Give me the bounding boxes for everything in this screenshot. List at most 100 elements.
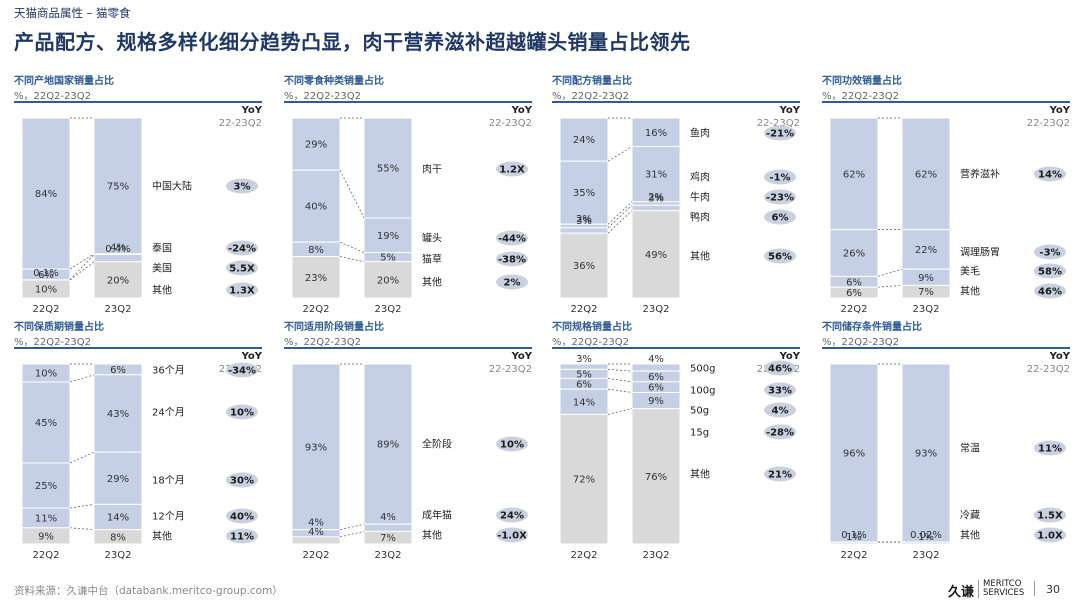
segment-value-label: 9% [918,273,934,284]
segment-value-label: 14% [573,397,595,408]
category-label: 冷藏 [960,509,980,522]
segment-value-label: 6% [648,372,664,383]
yoy-value: -38% [498,255,526,266]
connector-line [877,268,903,277]
yoy-badge [1034,166,1066,182]
category-label: 其他 [152,530,172,543]
connector-line [339,531,365,538]
segment-value-label: 72% [573,475,595,486]
logo-line-2: SERVICES [983,588,1025,598]
bar-segment [363,523,413,532]
segment-value-label: 43% [107,409,129,420]
segment-value-label: 3% [576,216,592,227]
yoy-badge [226,282,258,298]
segment-value-label: 93% [915,449,937,460]
category-label: 成年猫 [422,509,452,522]
segment-value-label: 4% [648,354,664,365]
title-rule [14,347,262,349]
title-rule [14,101,262,103]
chart-subtitle: %，22Q2-23Q2 [14,337,92,348]
segment-value-label: 20% [107,275,129,286]
category-label: 其他 [960,285,980,298]
segment-value-label: 10% [35,285,57,296]
segment-value-label: 7% [918,287,934,298]
x-axis-label: 23Q2 [643,304,670,315]
connector-line [69,451,95,464]
chart-subtitle: %，22Q2-23Q2 [284,337,362,348]
yoy-value: 21% [768,470,792,481]
chart-panel-4: 不同功效销量占比 %，22Q2-23Q2 YoY 22-23Q2 62% 26% 6% 6% 6… [822,72,1072,315]
category-label: 24个月 [152,407,185,419]
yoy-value: 33% [768,386,792,397]
yoy-value: -24% [228,244,256,255]
bar-segment [631,204,681,212]
yoy-value: 10% [500,440,524,451]
segment-value-label: 4% [110,243,126,254]
category-label: 营养滋补 [960,168,1000,181]
yoy-value: 46% [768,364,792,375]
chart-panel-6: 不同适用阶段销量占比 %，22Q2-23Q2 YoY 22-23Q2 93% 4% 4% 89… [284,318,534,561]
bar-segment [631,408,681,545]
category-label: 36个月 [152,365,185,377]
bar-segment [21,279,71,299]
yoy-header: YoY [511,351,532,362]
yoy-period: 22-23Q2 [1026,118,1070,129]
yoy-header: YoY [1049,105,1070,116]
bar-segment [829,286,879,299]
yoy-badge [764,466,796,482]
segment-value-label: 3% [576,354,592,365]
segment-value-label: 4% [380,512,396,523]
x-axis-label: 23Q2 [375,550,402,561]
chart-panel-2: 不同零食种类销量占比 %，22Q2-23Q2 YoY 22-23Q2 29% 40% 8% 2… [284,72,534,315]
yoy-badge [226,472,258,488]
bar-segment [93,451,143,505]
segment-value-label: 6% [846,288,862,299]
page-title: 产品配方、规格多样化细分趋势凸显，肉干营养滋补超越罐头销量占比领先 [14,30,691,54]
chart-panel-3: 不同配方销量占比 %，22Q2-23Q2 YoY 22-23Q2 24% 35% 2% 3% 3… [552,72,802,315]
connector-line [339,170,365,219]
yoy-value: -1% [769,173,790,184]
bar-segment [93,117,143,255]
category-label: 鱼肉 [690,127,710,140]
stacked-bar-chart: 62% 26% 6%6% 62% 22% 9% 7% 22Q2 23Q2 营养滋补 14% 调理肠胃 -… [829,117,1066,315]
yoy-value: 4% [772,406,789,417]
yoy-badge [764,360,796,376]
segment-value-label: 3% [648,193,664,204]
segment-value-label: 36% [573,261,595,272]
segment-value-label: 84% [35,189,57,200]
segment-value-label: 0.1% [841,530,866,541]
segment-value-label: 6% [648,383,664,394]
segment-value-label: 9% [38,531,54,542]
segment-value-label: 5% [380,253,396,264]
yoy-value: -23% [766,193,794,204]
segment-value-label: 16% [645,128,667,139]
segment-value-label: 75% [107,181,129,192]
bar-segment [901,284,951,299]
segment-value-label: 62% [915,169,937,180]
segment-value-label: 24% [573,135,595,146]
yoy-badge [764,382,796,398]
yoy-period: 22-23Q2 [1026,364,1070,375]
x-axis-label: 22Q2 [303,550,330,561]
category-label: 其他 [422,529,442,542]
yoy-badge [226,362,258,378]
yoy-badge [496,436,528,452]
yoy-badge [226,528,258,544]
segment-value-label: 6% [110,365,126,376]
yoy-value: 14% [1038,170,1062,181]
page-number: 30 [1046,583,1060,596]
yoy-badge [496,251,528,267]
yoy-header: YoY [241,351,262,362]
yoy-badge [1034,440,1066,456]
category-label: 泰国 [152,242,172,255]
bar-segment [21,462,71,509]
bar-segment [559,227,609,234]
stacked-bar-chart: 29% 40% 8% 23% 55% 19% 5% 20% 22Q2 23Q2 肉干 1.2X 罐头 -4… [291,117,528,315]
category-label: 其他 [690,250,710,263]
segment-value-label: 19% [377,231,399,242]
title-rule [822,347,1070,349]
source-note: 资料来源：久谦中台（databank.meritco-group.com） [14,585,283,597]
x-axis-label: 22Q2 [571,550,598,561]
segment-value-label: 29% [305,140,327,151]
